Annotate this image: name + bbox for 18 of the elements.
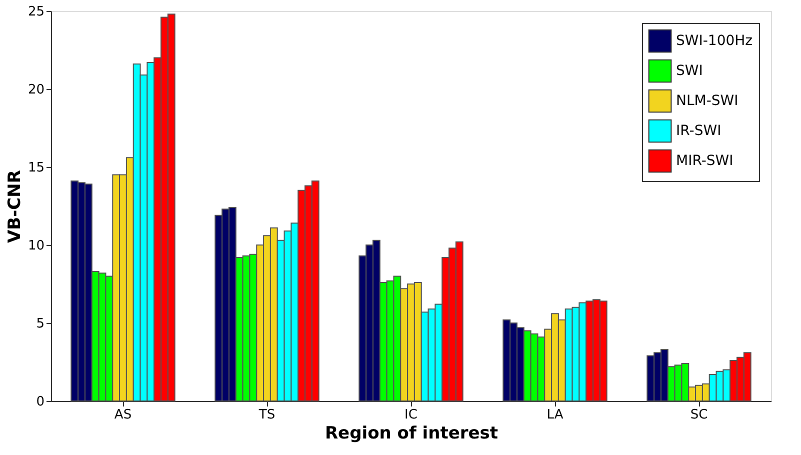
- legend-label: MIR-SWI: [676, 153, 734, 169]
- y-tick-label: 0: [36, 394, 44, 410]
- x-tick-label: LA: [546, 408, 564, 422]
- y-axis-title: VB-CNR: [4, 170, 25, 243]
- y-tick-label: 20: [28, 82, 44, 98]
- legend-label: SWI: [676, 63, 703, 79]
- y-tick-label: 5: [36, 316, 44, 332]
- y-tick-label: 10: [28, 238, 44, 254]
- x-axis-title: Region of interest: [324, 424, 498, 444]
- legend-label: NLM-SWI: [676, 93, 738, 109]
- legend-label: IR-SWI: [676, 123, 722, 139]
- x-tick-label: SC: [690, 408, 708, 422]
- x-tick-label: IC: [404, 408, 418, 422]
- y-tick-label: 15: [28, 160, 44, 176]
- legend-label: SWI-100Hz: [676, 33, 753, 49]
- x-tick-label: TS: [258, 408, 276, 422]
- y-tick-label: 25: [28, 4, 44, 20]
- x-tick-label: AS: [114, 408, 132, 422]
